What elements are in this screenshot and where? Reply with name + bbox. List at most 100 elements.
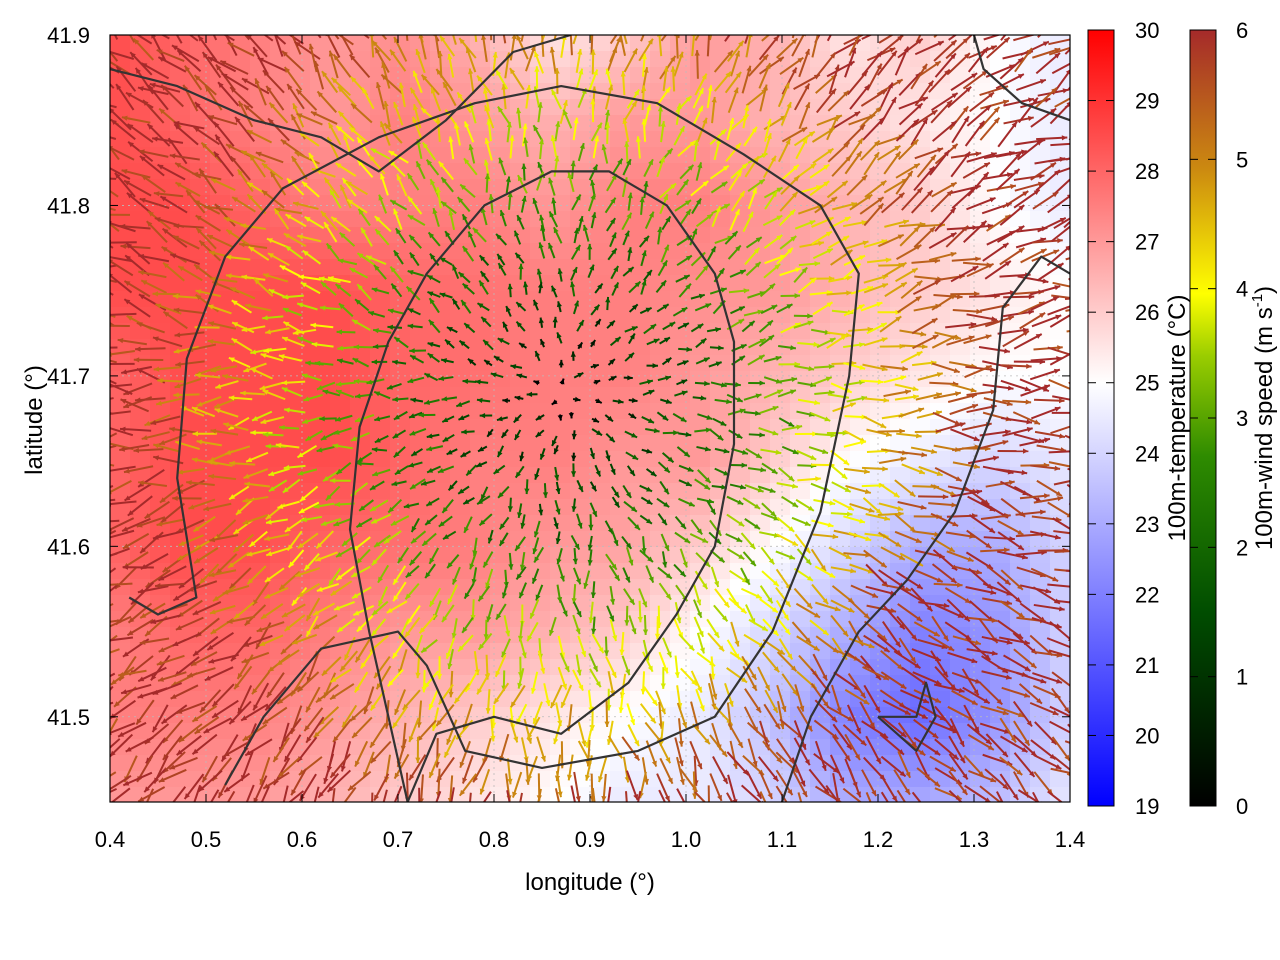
wind-arrow-head (587, 16, 592, 22)
heatmap-cell (850, 451, 871, 468)
heatmap-cell (430, 627, 451, 644)
heatmap-cell (630, 131, 651, 148)
wind-arrow-head (590, 26, 595, 31)
heatmap-cell (1030, 163, 1051, 180)
heatmap-cell (110, 579, 131, 596)
heatmap-cell (590, 323, 611, 340)
heatmap-cell (590, 243, 611, 260)
heatmap-cell (930, 499, 951, 516)
wind-arrow-shaft (791, 35, 795, 39)
heatmap-cell (830, 51, 851, 68)
heatmap-cell (630, 291, 651, 308)
heatmap-cell (750, 115, 771, 132)
heatmap-cell (450, 435, 471, 452)
heatmap-cell (470, 147, 491, 164)
wind-arrow-head (488, 11, 493, 16)
heatmap-cell (610, 755, 631, 772)
heatmap-cell (870, 547, 891, 564)
heatmap-cell (850, 307, 871, 324)
heatmap-cell (290, 467, 311, 484)
heatmap-cell (470, 291, 491, 308)
wind-arrow (317, 35, 322, 39)
heatmap-cell (270, 595, 291, 612)
heatmap-cell (970, 371, 991, 388)
heatmap-cell (710, 83, 731, 100)
heatmap-cell (730, 227, 751, 244)
heatmap-cell (510, 435, 531, 452)
heatmap-cell (910, 83, 931, 100)
heatmap-cell (450, 595, 471, 612)
heatmap-cell (430, 243, 451, 260)
heatmap-cell (390, 611, 411, 628)
heatmap-cell (250, 499, 271, 516)
heatmap-cell (130, 419, 151, 436)
heatmap-cell (750, 227, 771, 244)
wind-arrow-head (1055, 16, 1061, 22)
heatmap-cell (1050, 323, 1070, 340)
wind-arrow-head (656, 35, 663, 37)
heatmap-cell (550, 275, 571, 292)
heatmap-cell (690, 147, 711, 164)
heatmap-cell (110, 419, 131, 436)
heatmap-cell (950, 195, 971, 212)
heatmap-cell (930, 67, 951, 84)
heatmap-cell (590, 355, 611, 372)
heatmap-cell (270, 451, 291, 468)
heatmap-cell (510, 547, 531, 564)
heatmap-cell (490, 563, 511, 580)
heatmap-cell (570, 691, 591, 708)
wind-arrow-head (87, 231, 93, 236)
heatmap-cell (890, 67, 911, 84)
heatmap-cell (630, 435, 651, 452)
heatmap-cell (570, 83, 591, 100)
heatmap-cell (350, 307, 371, 324)
wind-arrow-head (1074, 58, 1080, 63)
wind-arrow-head (86, 267, 92, 272)
heatmap-cell (810, 131, 831, 148)
heatmap-cell (110, 163, 131, 180)
heatmap-cell (110, 99, 131, 116)
heatmap-cell (530, 467, 551, 484)
heatmap-cell (550, 179, 571, 196)
heatmap-cell (1030, 595, 1051, 612)
heatmap-cell (130, 131, 151, 148)
heatmap-cell (430, 163, 451, 180)
heatmap-cell (130, 371, 151, 388)
heatmap-cell (310, 99, 331, 116)
heatmap-cell (570, 115, 591, 132)
wind-arrow-head (424, 16, 429, 22)
heatmap-cell (170, 195, 191, 212)
heatmap-cell (310, 243, 331, 260)
heatmap-cell (730, 291, 751, 308)
heatmap-cell (610, 499, 631, 516)
heatmap-cell (550, 451, 571, 468)
wind-arrow-head (884, 26, 890, 31)
heatmap-cell (530, 259, 551, 276)
heatmap-cell (110, 627, 131, 644)
heatmap-cell (490, 163, 511, 180)
heatmap-cell (350, 195, 371, 212)
heatmap-cell (770, 115, 791, 132)
heatmap-cell (370, 291, 391, 308)
heatmap-cell (790, 147, 811, 164)
heatmap-cell (730, 643, 751, 660)
wind-arrow-head (1082, 32, 1088, 38)
heatmap-cell (590, 371, 611, 388)
heatmap-cell (870, 243, 891, 260)
heatmap-cell (910, 179, 931, 196)
heatmap-cell (850, 339, 871, 356)
heatmap-cell (630, 531, 651, 548)
wind-arrow-head (173, 22, 179, 27)
heatmap-cell (990, 275, 1011, 292)
heatmap-cell (210, 435, 231, 452)
heatmap-cell (350, 179, 371, 196)
wind-arrow-head (125, 27, 131, 32)
heatmap-cell (670, 675, 691, 692)
heatmap-cell (130, 451, 151, 468)
wind-arrow-head (471, 17, 476, 23)
heatmap-cell (770, 323, 791, 340)
wind-arrow (87, 231, 114, 249)
heatmap-cell (410, 467, 431, 484)
heatmap-cell (970, 755, 991, 772)
heatmap-cell (630, 83, 651, 100)
